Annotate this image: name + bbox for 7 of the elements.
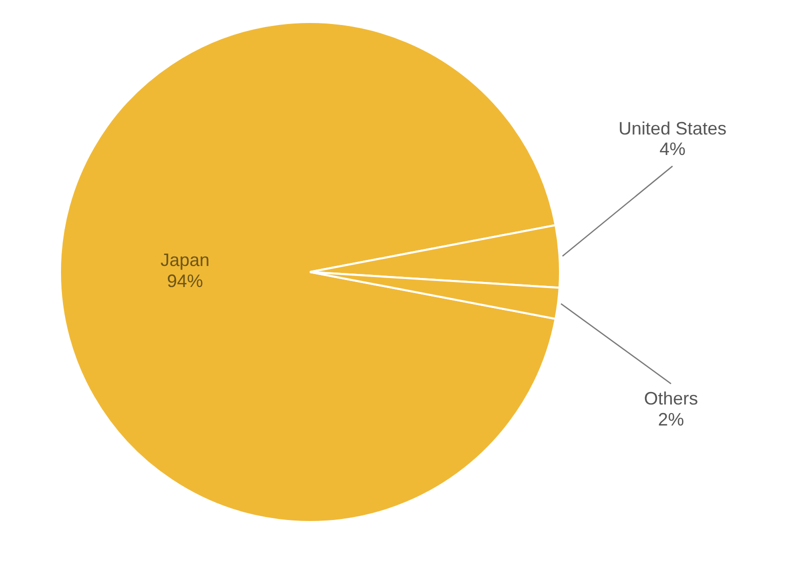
data-label: 2%	[658, 409, 684, 430]
data-label: 94%	[166, 270, 204, 291]
slice-label: Others	[644, 388, 698, 409]
slice-label: United States	[618, 118, 727, 138]
pie-slice	[59, 21, 557, 523]
data-label: 4%	[659, 139, 686, 160]
slice-label: Japan	[160, 250, 210, 270]
